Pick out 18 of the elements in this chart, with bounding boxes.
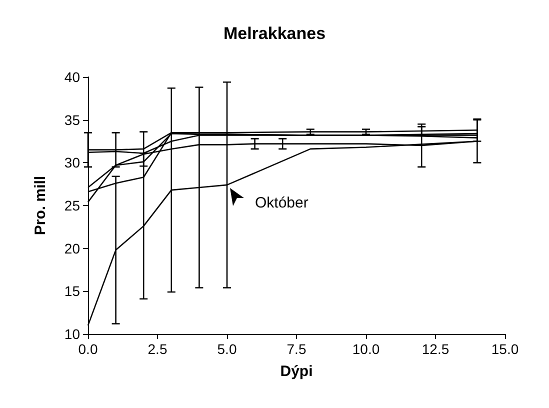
x-tick-label: 0.0 (78, 341, 98, 357)
y-tick-label: 40 (64, 69, 80, 85)
y-tick-label: 15 (64, 283, 80, 300)
y-axis-title: Pro. mill (32, 176, 49, 236)
y-tick-label: 20 (64, 240, 80, 256)
chart-title: Melrakkanes (223, 24, 326, 43)
x-tick-label: 12.5 (422, 341, 450, 357)
y-tick-label: 30 (64, 154, 80, 171)
x-tick-label: 7.5 (286, 341, 306, 357)
x-tick-label: 5.0 (217, 341, 237, 357)
x-tick-label: 2.5 (148, 341, 168, 357)
y-tick-label: 10 (64, 326, 80, 342)
annotation: Október (255, 194, 308, 212)
x-tick-label: 10.0 (352, 341, 380, 357)
y-tick-label: 25 (64, 198, 80, 214)
x-tick-label: 15.0 (491, 341, 519, 357)
x-axis-title: Dýpi (280, 363, 313, 380)
y-tick-label: 35 (64, 112, 80, 128)
